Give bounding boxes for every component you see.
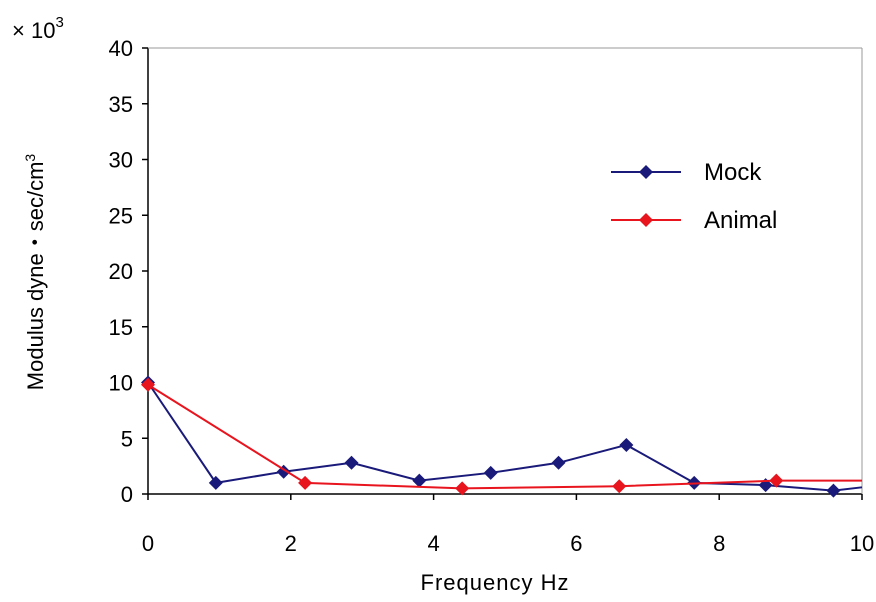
x-ticks: 0 2 4 6 8 10 (142, 494, 874, 556)
y-tick-label: 20 (109, 259, 133, 284)
series-mock (141, 375, 863, 498)
data-point (769, 473, 784, 488)
y-tick-label: 35 (109, 92, 133, 117)
plot-area: 0 5 10 15 20 25 30 35 40 0 2 4 6 8 10 (109, 36, 875, 556)
x-tick-label: 0 (142, 531, 154, 556)
series-line-mock (147, 381, 863, 492)
x-tick-label: 10 (850, 531, 874, 556)
data-point (619, 437, 634, 452)
y-axis-title: Modulus dyne・sec/cm3 (22, 154, 48, 391)
legend-label: Mock (704, 159, 762, 186)
legend-label: Animal (704, 207, 777, 234)
x-tick-label: 2 (285, 531, 297, 556)
data-point (208, 475, 223, 490)
y-tick-label: 25 (109, 203, 133, 228)
y-tick-label: 5 (121, 426, 133, 451)
legend-item-mock: Mock (611, 159, 762, 186)
data-point (141, 377, 155, 392)
x-tick-label: 4 (427, 531, 439, 556)
x-axis-title: Frequency Hz (421, 570, 570, 595)
x-tick-label: 6 (570, 531, 582, 556)
y-tick-label: 10 (109, 371, 133, 396)
y-tick-label: 0 (121, 482, 133, 507)
series-line-animal (147, 383, 862, 490)
data-point (483, 465, 498, 480)
legend-marker (639, 213, 653, 227)
legend: Mock Animal (611, 159, 777, 234)
data-point (551, 455, 566, 470)
data-point (612, 479, 627, 494)
y-multiplier: × 103 (12, 14, 64, 43)
series-layer (141, 375, 863, 498)
data-point (298, 475, 313, 490)
series-animal (141, 377, 862, 496)
y-tick-label: 30 (109, 148, 133, 173)
x-tick-label: 8 (713, 531, 725, 556)
data-point (826, 483, 841, 498)
legend-marker (639, 165, 653, 179)
y-ticks: 0 5 10 15 20 25 30 35 40 (109, 36, 148, 507)
data-point (344, 455, 359, 470)
legend-item-animal: Animal (611, 207, 777, 234)
y-tick-label: 40 (109, 36, 133, 61)
y-tick-label: 15 (109, 315, 133, 340)
data-point (455, 481, 470, 496)
data-point (412, 473, 427, 488)
